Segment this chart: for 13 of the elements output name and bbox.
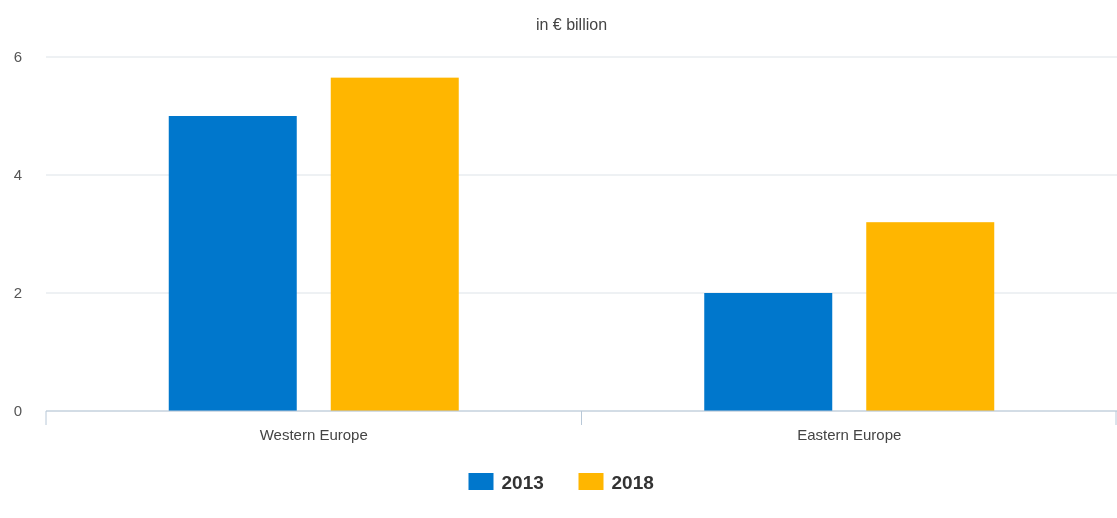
y-tick-label: 6 — [13, 48, 23, 65]
bar — [330, 77, 459, 411]
legend-label: 2018 — [611, 472, 654, 493]
y-tick-label: 2 — [13, 284, 23, 301]
y-tick-label: 0 — [13, 402, 23, 419]
bar — [866, 222, 995, 411]
x-tick-label: Eastern Europe — [797, 426, 902, 443]
bar — [168, 116, 297, 411]
y-tick-label: 4 — [13, 166, 23, 183]
x-tick-label: Western Europe — [259, 426, 368, 443]
bar — [704, 293, 833, 411]
chart-title: in € billion — [535, 16, 608, 33]
legend-label: 2013 — [501, 472, 544, 493]
